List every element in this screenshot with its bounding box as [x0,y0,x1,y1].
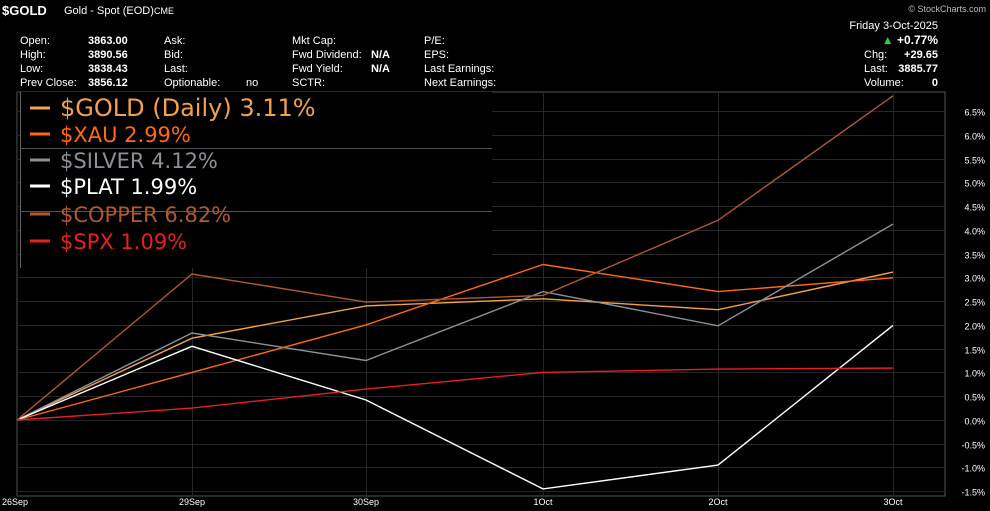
next-earnings-label: Next Earnings: [424,77,497,89]
change-percent: ▲ +0.77% [882,33,938,47]
prev-close-value: 3856.12 [88,77,128,89]
legend-entry: $GOLD (Daily) 3.11% [60,94,316,122]
y-tick-label: 4.0% [964,227,985,237]
y-tick-label: 1.5% [964,346,985,356]
series-line-5 [16,367,894,421]
y-tick-label: 3.5% [964,251,985,261]
series-line-4 [16,95,894,421]
fwd-dividend-label: Fwd Dividend: [292,49,362,61]
low-value: 3838.43 [88,63,128,75]
y-tick-label: -1.5% [961,488,985,498]
chg-label: Chg: [864,49,888,61]
last-earnings-label: Last Earnings: [424,63,495,75]
y-tick-label: 5.0% [964,179,985,189]
brand-watermark: © StockCharts.com [908,4,986,14]
fwd-yield-label: Fwd Yield: [292,63,343,75]
open-label: Open: [20,35,50,47]
y-tick-label: -1.0% [961,464,985,474]
symbol-title: $GOLD [2,3,47,18]
y-tick-label: 1.0% [964,369,985,379]
y-tick-label: 0.5% [964,393,985,403]
last-value: 3885.77 [898,63,938,75]
open-value: 3863.00 [88,35,128,47]
last-quote-label: Last: [164,63,188,75]
x-tick-label: 26Sep [2,497,28,507]
prev-close-label: Prev Close: [20,77,77,89]
y-tick-label: 2.5% [964,298,985,308]
legend-entry: $COPPER 6.82% [60,203,231,227]
bid-label: Bid: [164,49,183,61]
legend-entry: $SPX 1.09% [60,230,187,254]
pe-label: P/E: [424,35,445,47]
ask-label: Ask: [164,35,186,47]
chart-legend: $GOLD (Daily) 3.11%$XAU 2.99%$SILVER 4.1… [20,92,492,268]
volume-value: 0 [931,77,938,89]
quote-date: Friday 3-Oct-2025 [849,20,938,32]
chg-value: +29.65 [904,49,938,61]
sctr-label: SCTR: [292,77,325,89]
series-line-3 [16,324,894,490]
fwd-yield-value: N/A [371,63,390,75]
optionable-label: Optionable: [164,77,221,89]
series-line-2 [16,223,894,421]
series-line-0 [16,271,894,421]
x-tick-label: 1Oct [533,497,553,507]
x-tick-label: 30Sep [353,497,379,507]
y-tick-label: 5.5% [964,156,985,166]
legend-entry: $PLAT 1.99% [60,175,197,199]
symbol-description: Gold - Spot (EOD) [64,5,154,17]
y-tick-label: 0.0% [964,417,985,427]
legend-entry: $XAU 2.99% [60,123,191,147]
change-percent-value: +0.77% [896,33,938,47]
high-label: High: [20,49,46,61]
fwd-dividend-value: N/A [371,49,390,61]
y-tick-label: 2.0% [964,322,985,332]
y-tick-label: -0.5% [961,441,985,451]
y-tick-label: 3.0% [964,274,985,284]
legend-entry: $SILVER 4.12% [60,149,218,173]
low-label: Low: [20,63,44,75]
legend-box [20,92,492,268]
high-value: 3890.56 [88,49,128,61]
series-line-1 [16,263,894,421]
last-label: Last: [864,63,888,75]
y-tick-label: 6.5% [964,108,985,118]
chart-series [16,95,894,490]
chart-axes: -1.5% -1.0% -0.5% 0.0% 0.5% 1.0% 1.5% 2.0% 2.5% 3… [2,108,985,508]
up-arrow-icon: ▲ [881,33,894,47]
exchange-label: CME [154,6,174,16]
x-tick-label: 3Oct [883,497,903,507]
optionable-value: no [246,77,259,89]
y-tick-label: 4.5% [964,203,985,213]
x-tick-label: 2Oct [708,497,728,507]
y-tick-label: 6.0% [964,132,985,142]
mkt-cap-label: Mkt Cap: [292,35,337,47]
eps-label: EPS: [424,49,450,61]
x-tick-label: 29Sep [179,497,205,507]
volume-label: Volume: [864,77,904,89]
